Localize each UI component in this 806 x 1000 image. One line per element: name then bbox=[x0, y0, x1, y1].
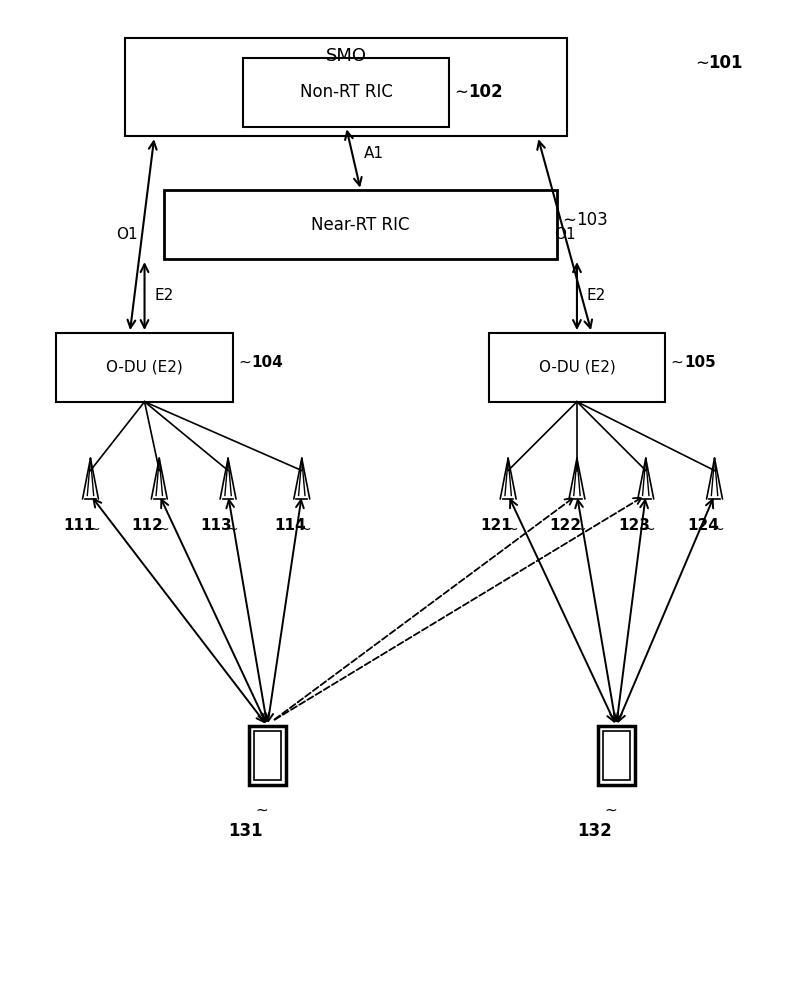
Text: ∼: ∼ bbox=[506, 522, 517, 536]
Bar bbox=[125, 38, 567, 136]
Bar bbox=[249, 726, 286, 785]
Text: 114: 114 bbox=[274, 518, 306, 533]
Text: 102: 102 bbox=[467, 83, 502, 101]
Text: E2: E2 bbox=[587, 288, 606, 303]
Text: ∼: ∼ bbox=[238, 355, 251, 370]
Text: 113: 113 bbox=[201, 518, 232, 533]
Text: ∼: ∼ bbox=[226, 522, 238, 536]
Text: ∼: ∼ bbox=[157, 522, 169, 536]
Text: ∼: ∼ bbox=[89, 522, 100, 536]
Text: ∼: ∼ bbox=[256, 803, 268, 818]
Text: O1: O1 bbox=[555, 227, 576, 242]
Text: 131: 131 bbox=[228, 822, 263, 840]
Bar bbox=[243, 58, 449, 127]
Text: ∼: ∼ bbox=[695, 54, 708, 72]
Text: 105: 105 bbox=[684, 355, 716, 370]
Text: 124: 124 bbox=[687, 518, 719, 533]
Bar bbox=[254, 731, 281, 780]
Bar bbox=[164, 190, 557, 259]
Text: 122: 122 bbox=[550, 518, 581, 533]
Text: 103: 103 bbox=[576, 211, 608, 229]
Text: 121: 121 bbox=[480, 518, 513, 533]
Text: A1: A1 bbox=[364, 146, 384, 161]
Text: O1: O1 bbox=[116, 227, 138, 242]
Text: 112: 112 bbox=[131, 518, 164, 533]
Text: SMO: SMO bbox=[326, 47, 367, 65]
Text: ∼: ∼ bbox=[604, 803, 617, 818]
Text: 101: 101 bbox=[708, 54, 743, 72]
Text: ∼: ∼ bbox=[644, 522, 655, 536]
Bar bbox=[597, 726, 635, 785]
Text: ∼: ∼ bbox=[671, 355, 683, 370]
Bar bbox=[488, 333, 666, 402]
Text: ∼: ∼ bbox=[713, 522, 725, 536]
Bar bbox=[56, 333, 233, 402]
Text: O-DU (E2): O-DU (E2) bbox=[538, 360, 615, 375]
Bar bbox=[603, 731, 630, 780]
Text: Near-RT RIC: Near-RT RIC bbox=[311, 216, 410, 234]
Text: ∼: ∼ bbox=[575, 522, 587, 536]
Text: ∼: ∼ bbox=[563, 211, 576, 229]
Text: E2: E2 bbox=[155, 288, 173, 303]
Text: ∼: ∼ bbox=[454, 83, 468, 101]
Text: O-DU (E2): O-DU (E2) bbox=[106, 360, 183, 375]
Text: 123: 123 bbox=[618, 518, 650, 533]
Text: ∼: ∼ bbox=[300, 522, 311, 536]
Text: 104: 104 bbox=[251, 355, 284, 370]
Text: 132: 132 bbox=[577, 822, 612, 840]
Text: 111: 111 bbox=[63, 518, 94, 533]
Text: Non-RT RIC: Non-RT RIC bbox=[300, 83, 393, 101]
